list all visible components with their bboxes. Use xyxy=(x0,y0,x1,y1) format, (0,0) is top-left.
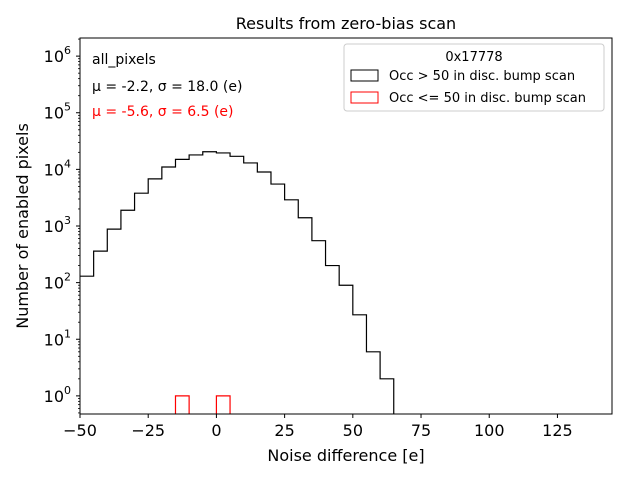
legend-swatch-high-occ xyxy=(350,69,379,82)
legend-label-low-occ: Occ <= 50 in disc. bump scan xyxy=(389,91,586,106)
histogram-bar-low-occ xyxy=(174,395,190,414)
y-axis-label: Number of enabled pixels xyxy=(13,123,32,329)
y-tick-label: 106 xyxy=(44,44,71,66)
legend-label-high-occ: Occ > 50 in disc. bump scan xyxy=(389,69,575,84)
legend-title: 0x17778 xyxy=(445,50,502,65)
legend: 0x17778 Occ > 50 in disc. bump scan Occ … xyxy=(343,43,605,112)
x-tick-label: 25 xyxy=(274,421,294,440)
annotation-dataset: all_pixels xyxy=(92,52,156,68)
histogram-bar-low-occ xyxy=(215,395,231,414)
legend-frame xyxy=(343,43,605,112)
x-tick-label: 50 xyxy=(343,421,363,440)
annotation-stats-low-occ: μ = -5.6, σ = 6.5 (e) xyxy=(92,104,234,120)
x-tick-label: −25 xyxy=(131,421,165,440)
x-tick-label: 100 xyxy=(474,421,505,440)
x-tick-label: −50 xyxy=(63,421,97,440)
chart-title: Results from zero-bias scan xyxy=(236,14,456,33)
y-tick-label: 101 xyxy=(44,327,71,349)
y-tick-label: 105 xyxy=(44,101,71,123)
stats-annotations: all_pixels μ = -2.2, σ = 18.0 (e) μ = -5… xyxy=(92,52,242,120)
x-tick-label: 125 xyxy=(542,421,573,440)
legend-swatch-low-occ xyxy=(350,91,379,104)
y-tick-label: 102 xyxy=(44,271,71,293)
histogram-step-high-occ xyxy=(80,151,395,414)
x-tick-label: 0 xyxy=(211,421,221,440)
x-tick-label: 75 xyxy=(411,421,431,440)
y-tick-label: 103 xyxy=(44,214,71,236)
x-axis-label: Noise difference [e] xyxy=(267,446,424,465)
y-tick-label: 100 xyxy=(44,384,71,406)
y-tick-label: 104 xyxy=(44,157,71,179)
annotation-stats-all: μ = -2.2, σ = 18.0 (e) xyxy=(92,79,242,95)
